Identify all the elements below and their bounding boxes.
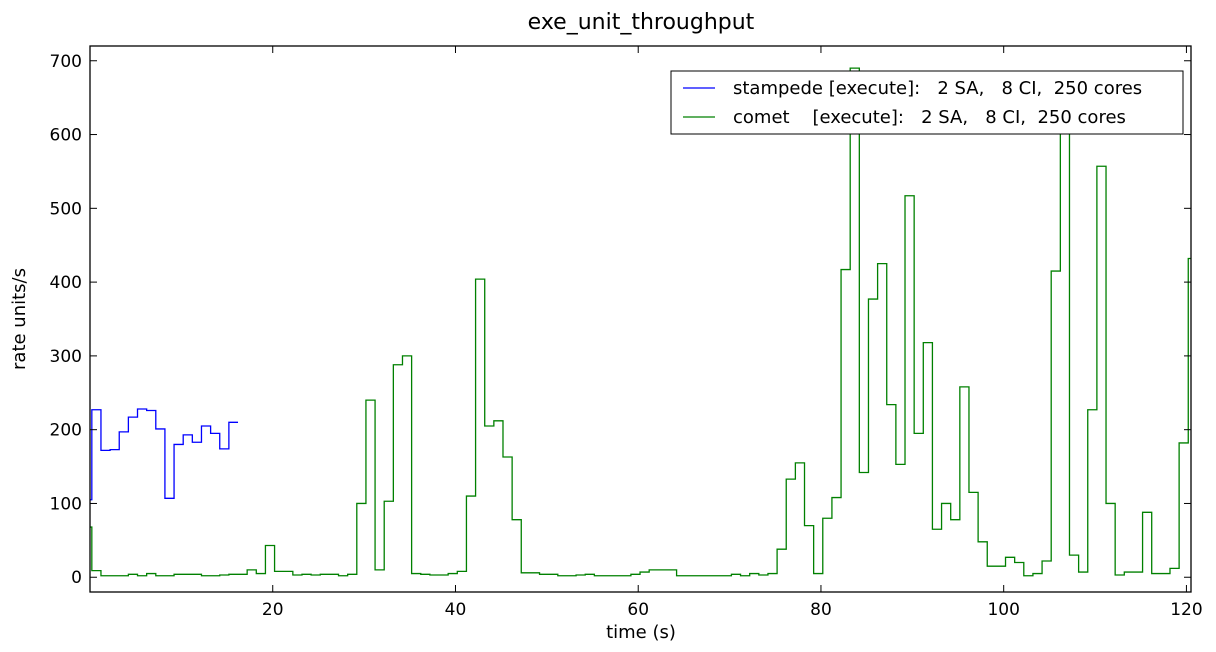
y-axis-label: rate units/s xyxy=(9,268,30,370)
x-axis-label: time (s) xyxy=(606,622,676,643)
x-tick-label: 80 xyxy=(810,600,832,620)
y-tick-label: 100 xyxy=(50,494,82,514)
y-tick-label: 200 xyxy=(50,421,82,441)
x-tick-label: 40 xyxy=(445,600,467,620)
y-tick-label: 300 xyxy=(50,347,82,367)
chart-title: exe_unit_throughput xyxy=(528,10,755,35)
y-tick-label: 500 xyxy=(50,199,82,219)
x-tick-label: 60 xyxy=(627,600,649,620)
legend-box xyxy=(670,70,1184,135)
x-tick-label: 100 xyxy=(987,600,1019,620)
x-tick-label: 120 xyxy=(1170,600,1202,620)
y-tick-label: 600 xyxy=(50,126,82,146)
series-line-comet xyxy=(90,67,1191,577)
legend-entry: comet [execute]: 2 SA, 8 CI, 250 cores xyxy=(733,107,1126,128)
legend-entry: stampede [execute]: 2 SA, 8 CI, 250 core… xyxy=(733,78,1142,99)
series-layer xyxy=(90,67,1191,577)
y-tick-label: 700 xyxy=(50,52,82,72)
ticks-layer: 20 40 60 80 100 120 0 100 200 300 400 500 600 700 xyxy=(50,46,1203,620)
plot-frame xyxy=(89,45,1192,593)
legend: stampede [execute]: 2 SA, 8 CI, 250 core… xyxy=(670,70,1184,135)
series-line-stampede xyxy=(90,408,239,501)
y-tick-label: 0 xyxy=(71,568,82,588)
y-tick-label: 400 xyxy=(50,273,82,293)
x-tick-label: 20 xyxy=(262,600,284,620)
